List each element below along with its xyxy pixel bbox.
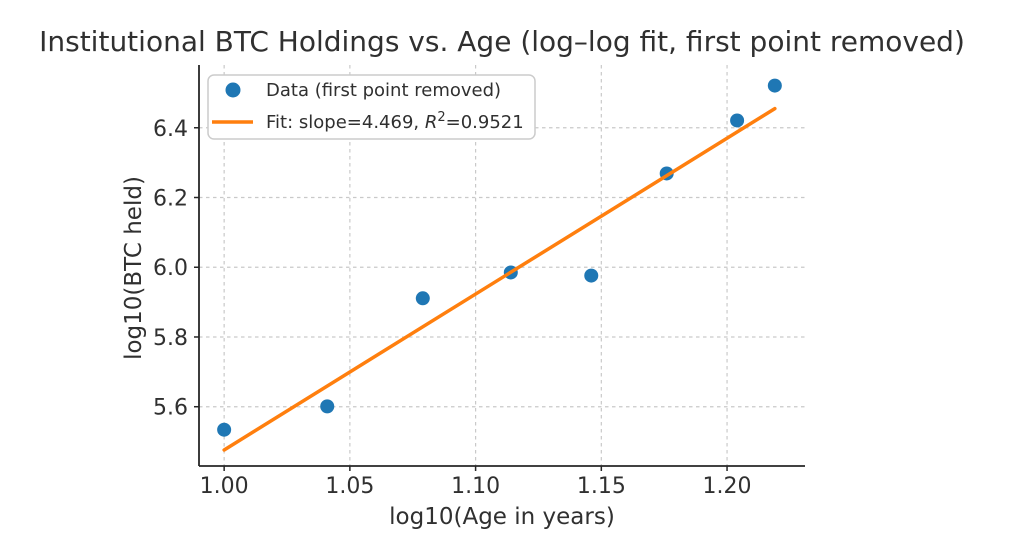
legend: Data (first point removed) Fit: slope=4.… xyxy=(207,74,536,140)
plot-area: 1.00 1.05 1.10 1.15 1.20 5.6 5.8 6.0 6.2 6.4 xyxy=(153,65,805,499)
data-point xyxy=(415,291,430,306)
data-point xyxy=(217,422,232,437)
x-tick-label: 1.00 xyxy=(200,474,249,499)
legend-label-data: Data (first point removed) xyxy=(266,80,501,101)
x-tick-label: 1.15 xyxy=(577,474,626,499)
y-axis-label: log10(BTC held) xyxy=(121,176,147,360)
x-tick-label: 1.20 xyxy=(703,474,752,499)
data-point xyxy=(584,268,599,283)
y-tick-label: 6.4 xyxy=(153,117,188,142)
y-tick-label: 5.6 xyxy=(153,396,188,421)
x-tick-label: 1.10 xyxy=(451,474,500,499)
legend-marker-data xyxy=(225,82,241,98)
data-point xyxy=(320,399,335,414)
chart-title: Institutional BTC Holdings vs. Age (log–… xyxy=(39,25,965,58)
y-tick-label: 5.8 xyxy=(153,326,188,351)
x-tick-label: 1.05 xyxy=(325,474,374,499)
x-axis-label: log10(Age in years) xyxy=(389,504,615,530)
legend-box xyxy=(207,74,536,140)
legend-label-fit: Fit: slope=4.469, R2=0.9521 xyxy=(266,110,524,133)
fit-line xyxy=(222,106,777,452)
data-point xyxy=(767,78,782,93)
y-tick-label: 6.0 xyxy=(153,256,188,281)
data-point xyxy=(730,113,745,128)
y-tick-label: 6.2 xyxy=(153,187,188,212)
